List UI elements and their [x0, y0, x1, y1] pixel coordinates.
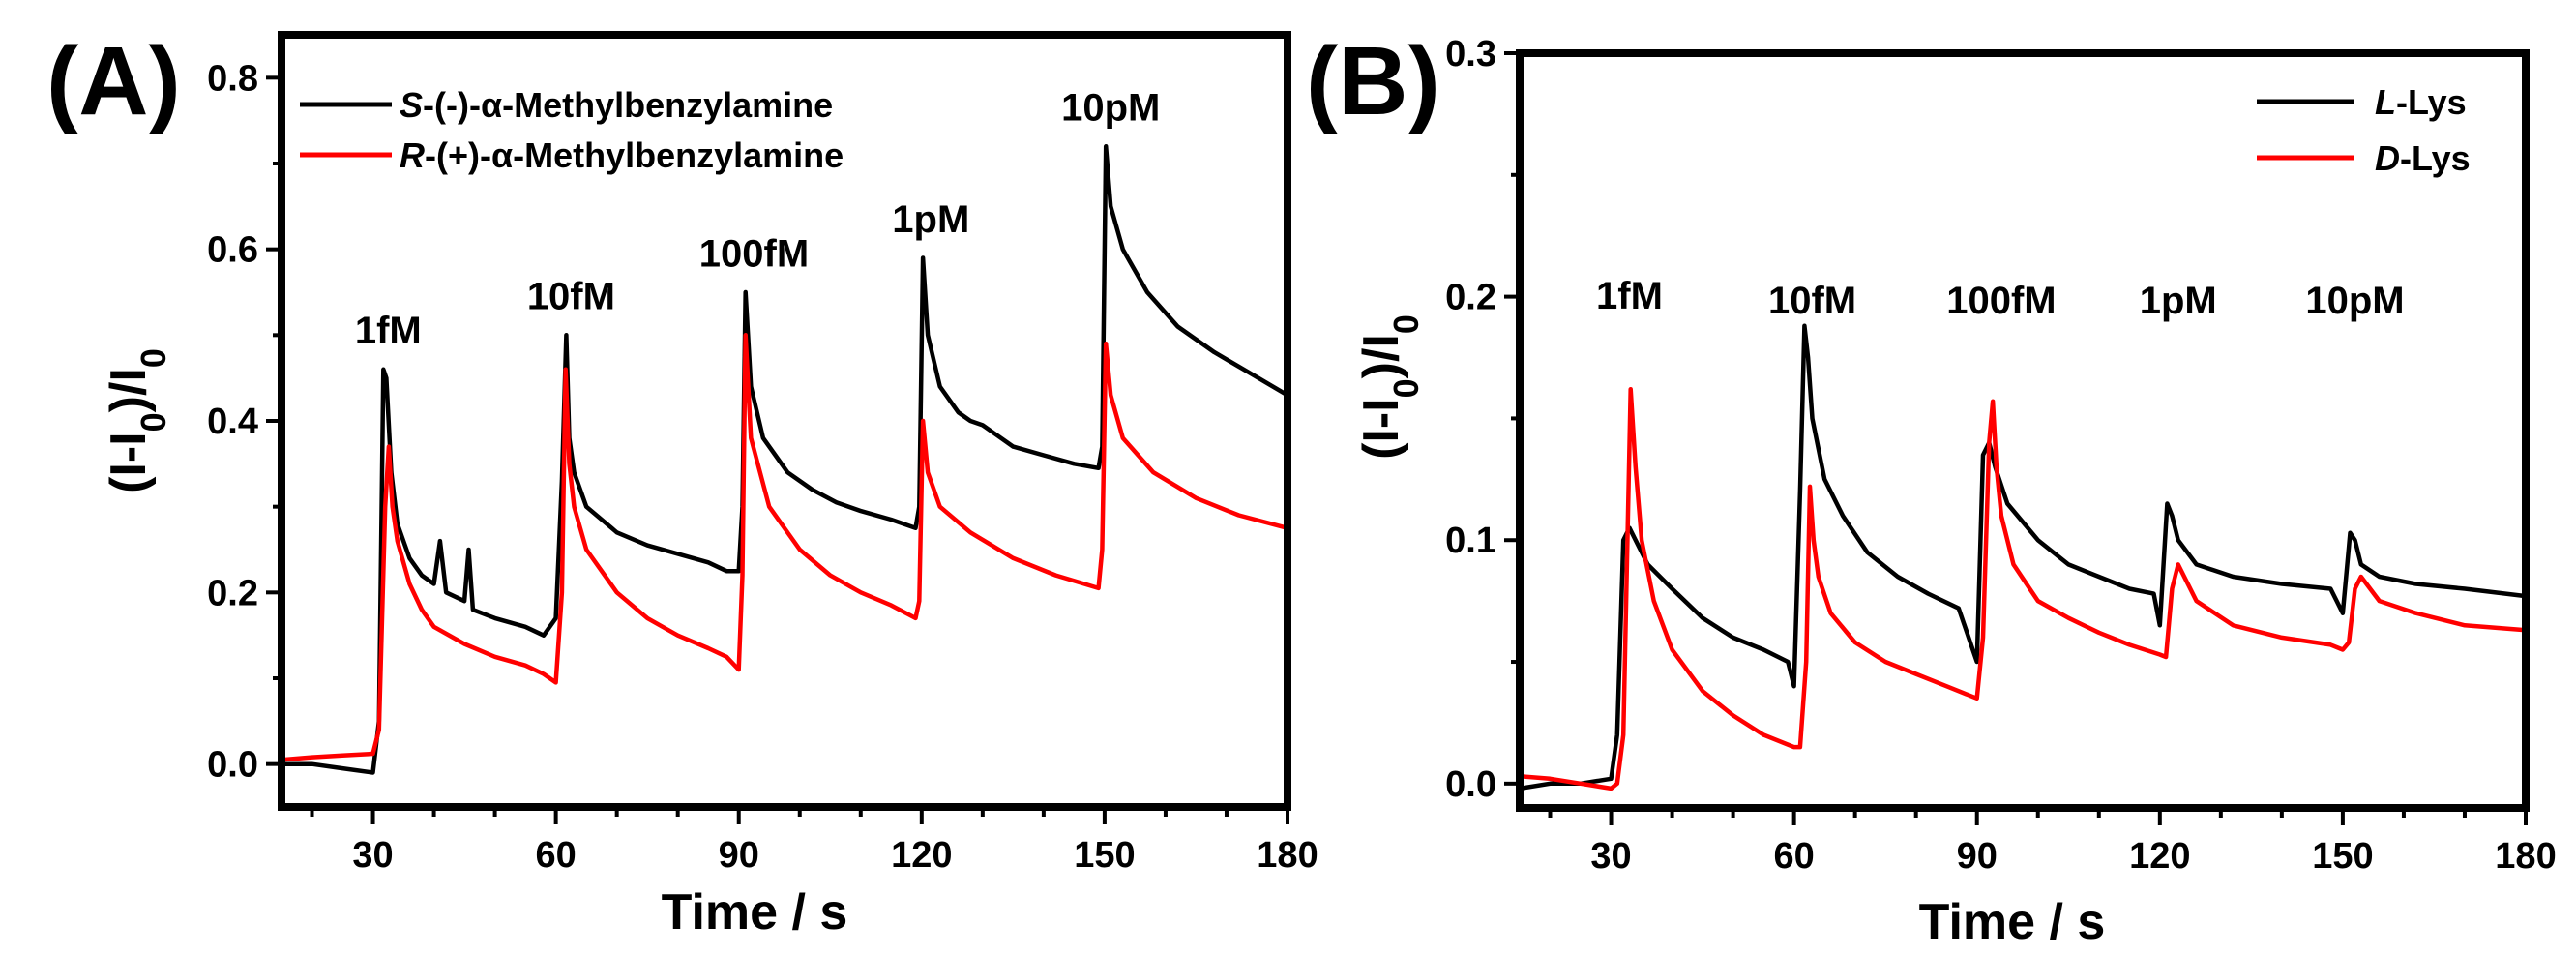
panel-b-legend-label-d-rest: -Lys: [2400, 138, 2471, 178]
panel-b-y-tick-label: 0.3: [1445, 34, 1496, 75]
panel-b-series-1-line: [1519, 386, 2527, 791]
panel-b-annotation-1pm: 1pM: [2140, 280, 2217, 322]
panel-b-annotation-10fm: 10fM: [1768, 280, 1856, 322]
panel-a-y-tick-label: 0.2: [207, 573, 258, 613]
panel-a-y-tick-label: 0.4: [207, 402, 258, 442]
panel-b-y-ticks: 0.0 0.1 0.2 0.3: [1445, 34, 1520, 805]
panel-a-y-tick-label: 0.6: [207, 230, 258, 271]
panel-a-legend-label-s-italic: S: [400, 85, 423, 125]
panel-b-x-tick-label: 30: [1590, 836, 1631, 877]
panel-a-y-tick-label: 0.0: [207, 745, 258, 786]
panel-b-y-tick-label: 0.2: [1445, 278, 1496, 318]
panel-b-series-0-line: [1519, 323, 2527, 791]
panel-b-legend: L-Lys D-Lys: [2257, 82, 2471, 178]
panel-b-legend-label-d-italic: D: [2375, 138, 2400, 178]
panel-b-x-tick-label: 90: [1957, 836, 1998, 877]
panel-a-annotation-10fm: 10fM: [527, 276, 615, 318]
panel-a-x-tick-label: 120: [891, 835, 952, 876]
panel-a-x-tick-label: 180: [1257, 835, 1318, 876]
panel-b-x-tick-label: 120: [2129, 836, 2190, 877]
panel-a-x-tick-label: 150: [1074, 835, 1135, 876]
panel-a-x-tick-label: 60: [535, 835, 576, 876]
panel-a-annotation-100fm: 100fM: [699, 232, 809, 275]
panel-b-x-tick-label: 150: [2312, 836, 2373, 877]
panel-b: (B) 30 60 90 120 150 180 0.0 0.1 0.2 0.3 1fM 10fM…: [1306, 27, 2557, 950]
panel-a-x-tick-label: 90: [719, 835, 759, 876]
panel-a-legend-label-s-rest: -(-)-α-Methylbenzylamine: [423, 85, 833, 125]
panel-b-legend-label-l-rest: -Lys: [2396, 82, 2467, 122]
panel-b-x-tick-label: 180: [2495, 836, 2556, 877]
panel-b-legend-label-l-italic: L: [2375, 82, 2396, 122]
panel-b-y-tick-label: 0.1: [1445, 521, 1496, 561]
panel-b-annotation-1fm: 1fM: [1596, 275, 1663, 317]
panel-a-annotations: 1fM 10fM 100fM 1pM 10pM: [355, 87, 1160, 353]
panel-b-annotation-100fm: 100fM: [1946, 280, 2056, 322]
panel-b-x-tick-label: 60: [1773, 836, 1814, 877]
panel-a-legend-label-r-rest: -(+)-α-Methylbenzylamine: [425, 135, 844, 175]
panel-a-x-ticks: 30 60 90 120 150 180: [310, 807, 1318, 876]
panel-b-y-tick-label: 0.0: [1445, 764, 1496, 805]
panel-a-x-axis-title: Time / s: [662, 884, 848, 940]
panel-a-y-tick-label: 0.8: [207, 58, 258, 99]
panel-b-x-ticks: 30 60 90 120 150 180: [1548, 808, 2557, 877]
panel-b-x-axis-title: Time / s: [1919, 894, 2106, 950]
panel-a-series-group: [281, 144, 1289, 775]
panel-a-legend: S-(-)-α-Methylbenzylamine R-(+)-α-Methyl…: [300, 85, 844, 175]
panel-a-annotation-10pm: 10pM: [1061, 87, 1160, 130]
panel-b-legend-label-l: L-Lys: [2375, 82, 2467, 122]
panel-b-annotation-10pm: 10pM: [2305, 280, 2404, 322]
panel-b-frame: [1516, 49, 2530, 812]
panel-b-series-group: [1519, 323, 2527, 791]
panel-a-legend-label-s: S-(-)-α-Methylbenzylamine: [400, 85, 833, 125]
panel-a-y-ticks: 0.0 0.2 0.4 0.6 0.8: [207, 58, 281, 786]
panel-a-legend-label-r: R-(+)-α-Methylbenzylamine: [400, 135, 844, 175]
panel-a-label: (A): [46, 27, 181, 135]
panel-b-legend-label-d: D-Lys: [2375, 138, 2471, 178]
panel-a-plot-area: 30 60 90 120 150 180 0.00.20.40.60.8 1fM10fM1…: [207, 31, 1318, 876]
panel-a-series-1-line: [281, 333, 1288, 762]
panel-a-series-0-line: [281, 144, 1289, 775]
panel-a-annotation-1pm: 1pM: [892, 198, 969, 241]
panel-b-plot-area: 30 60 90 120 150 180 0.0 0.1 0.2 0.3 1fM 10fM 100f…: [1445, 34, 2557, 877]
panel-a-x-tick-label: 30: [352, 835, 393, 876]
panel-b-y-axis-title: (I-I0)/I0: [1353, 314, 1426, 460]
panel-a-annotation-1fm: 1fM: [355, 310, 422, 352]
panel-b-annotations: 1fM 10fM 100fM 1pM 10pM: [1596, 275, 2405, 322]
panel-a-y-axis-title: (I-I0)/I0: [101, 348, 173, 493]
panel-b-label: (B): [1306, 27, 1440, 135]
panel-a-legend-label-r-italic: R: [400, 135, 425, 175]
panel-a: (A) 30 60 90 120 150 180 0.00.20.40.60.8 1fM1…: [46, 27, 1318, 940]
